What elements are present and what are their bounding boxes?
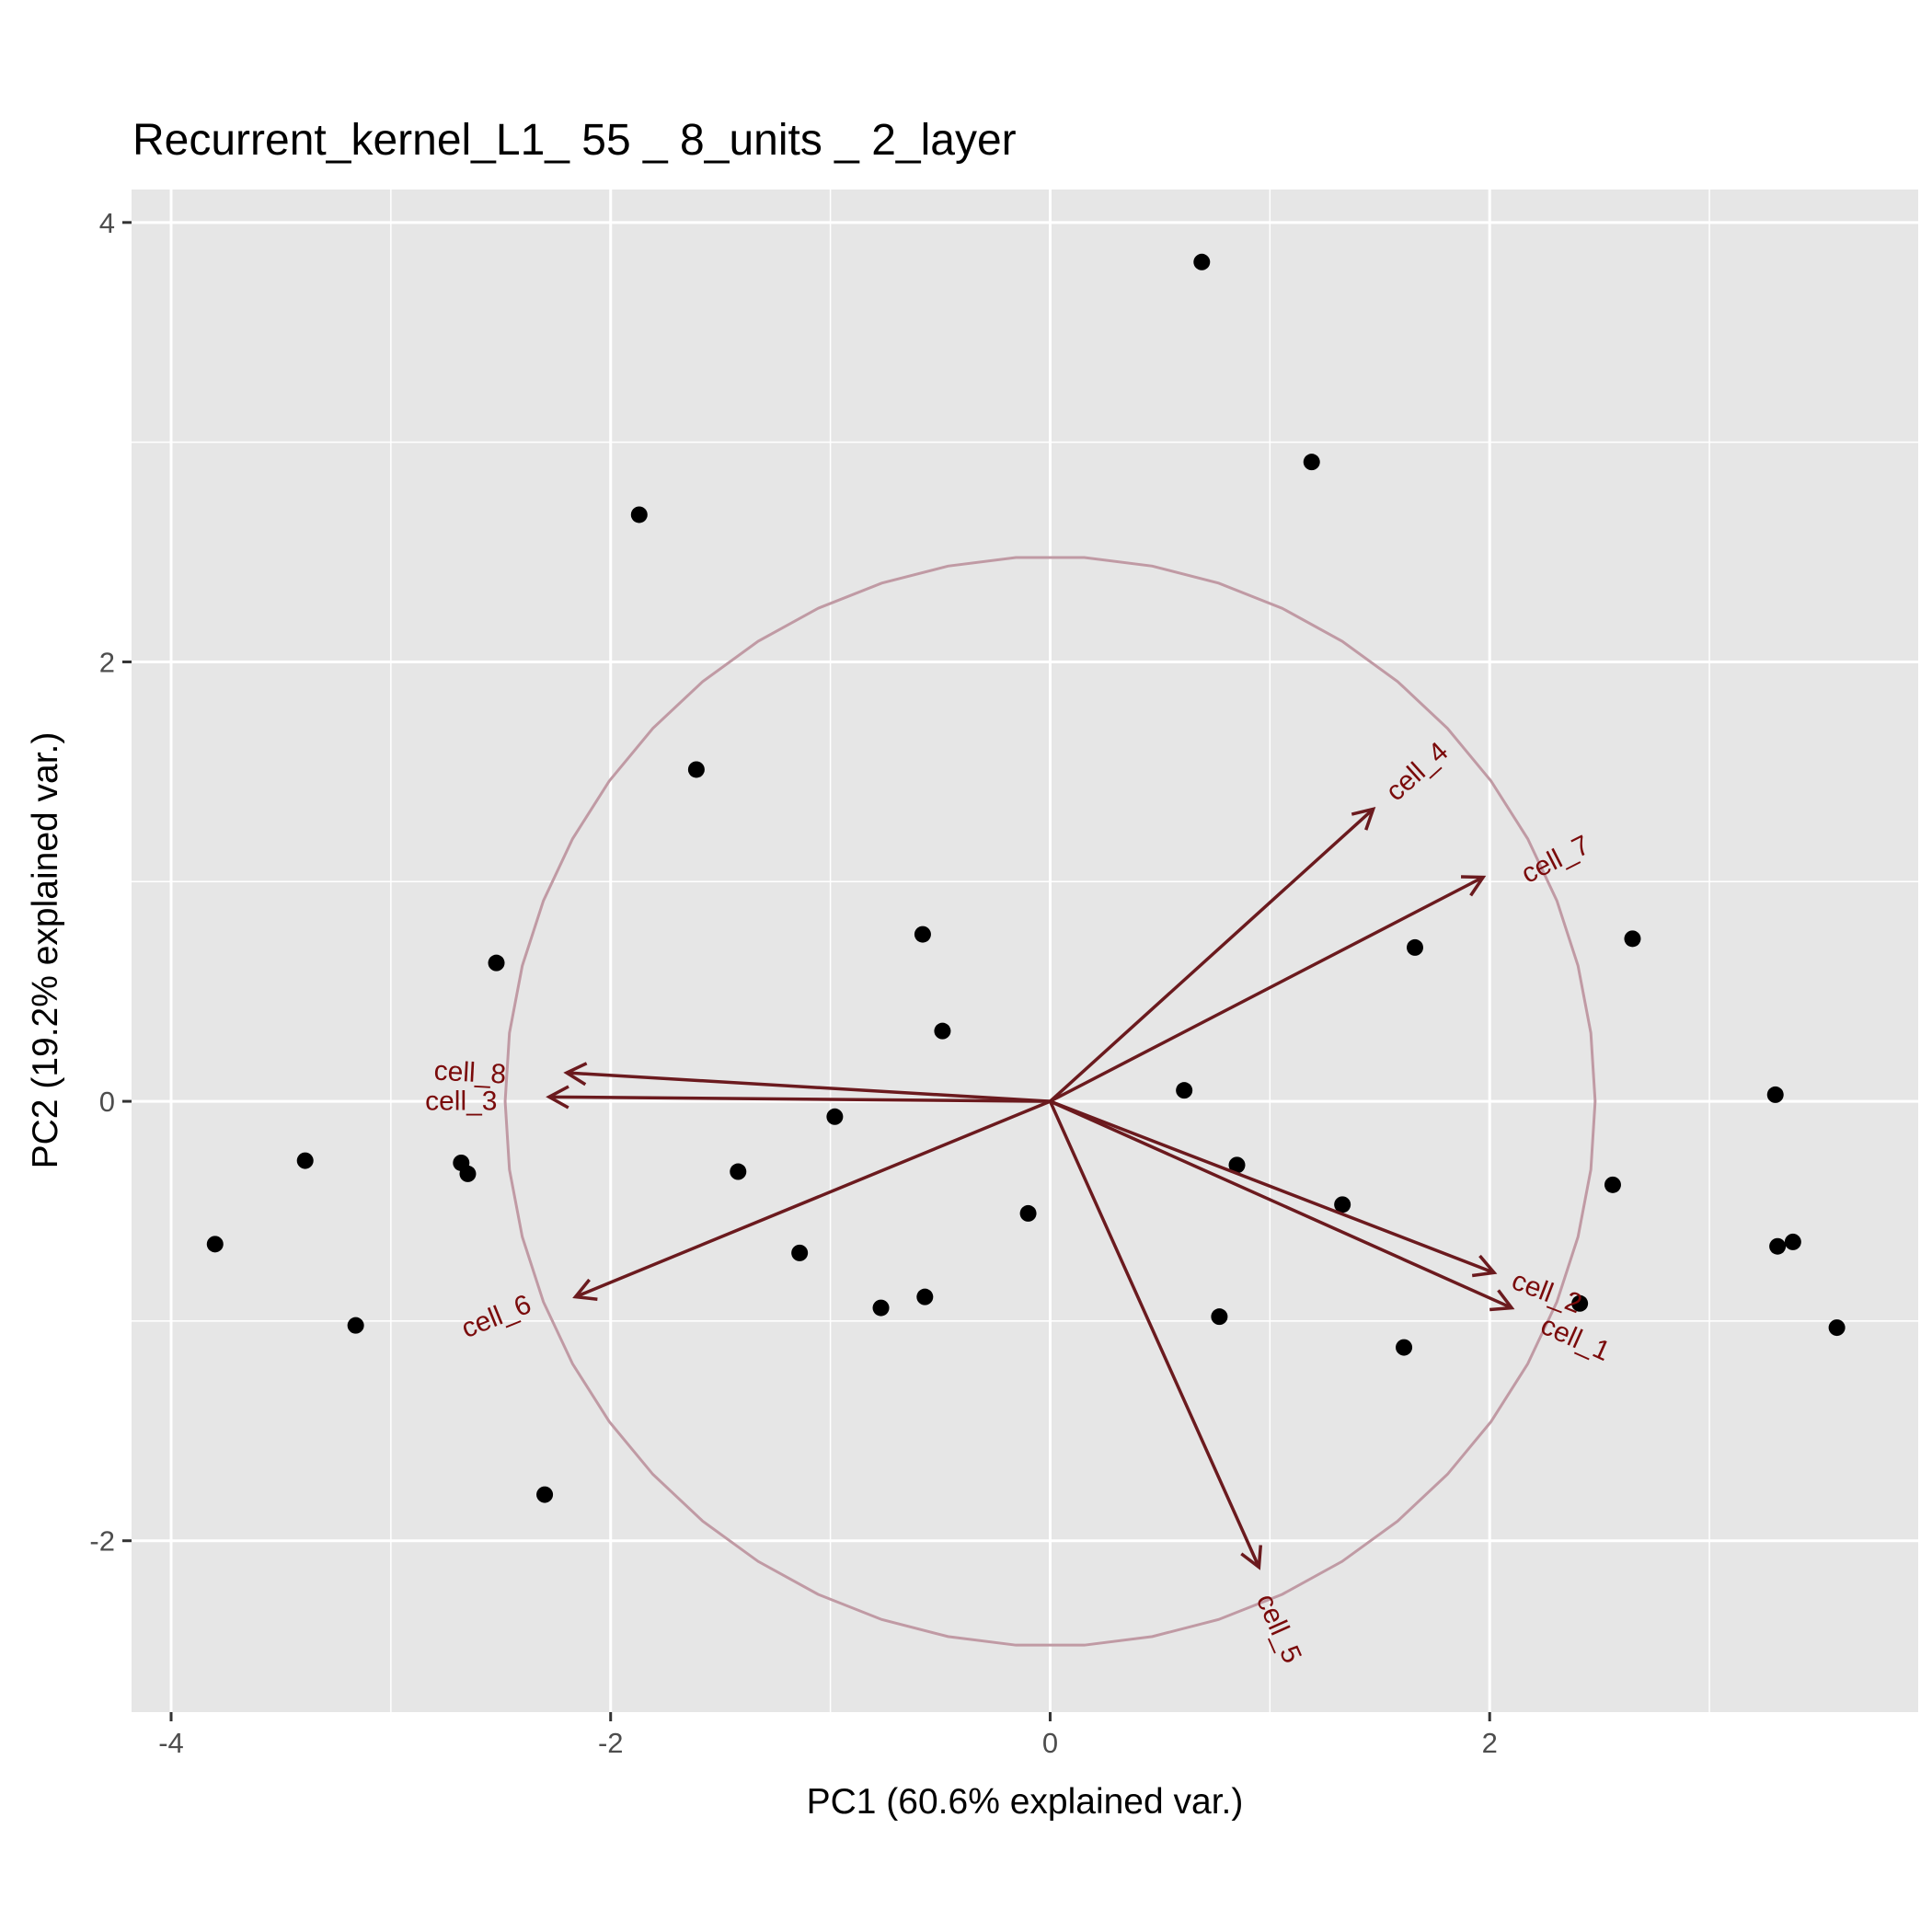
y-tick-label: 0 xyxy=(99,1086,115,1118)
data-point xyxy=(1769,1237,1787,1255)
data-point xyxy=(488,954,505,972)
data-point xyxy=(934,1022,951,1040)
data-point xyxy=(687,761,705,778)
chart-title: Recurrent_kernel_L1_ 55 _ 8_units _ 2_la… xyxy=(132,116,1017,165)
data-point xyxy=(630,506,648,523)
x-tick-label: 2 xyxy=(1482,1727,1498,1759)
points-layer xyxy=(206,253,1846,1503)
arrows-layer xyxy=(546,807,1515,1570)
arrow-cell-5 xyxy=(1048,1100,1263,1570)
x-tick-label: -4 xyxy=(158,1727,184,1759)
y-axis-label: PC2 (19.2% explained var.) xyxy=(26,732,65,1169)
data-point xyxy=(914,926,931,943)
arrow-cell-3 xyxy=(546,1085,1051,1110)
data-point xyxy=(1211,1308,1228,1326)
data-point xyxy=(536,1486,554,1503)
data-point xyxy=(1604,1176,1621,1193)
data-point xyxy=(206,1236,224,1253)
data-point xyxy=(1406,938,1423,956)
arrow-cell-1 xyxy=(1049,1099,1515,1312)
data-point xyxy=(1571,1294,1589,1312)
variable-label-cell-8: cell_8 xyxy=(433,1056,507,1090)
correlation-circle xyxy=(503,556,1597,1647)
arrow-cell-8 xyxy=(563,1062,1051,1103)
x-axis-label: PC1 (60.6% explained var.) xyxy=(807,1782,1244,1822)
data-point xyxy=(730,1163,747,1180)
data-point xyxy=(1228,1156,1246,1174)
x-tick-label: -2 xyxy=(598,1727,624,1759)
data-point xyxy=(1624,930,1641,948)
data-point xyxy=(459,1165,477,1182)
y-tick-label: 2 xyxy=(99,646,115,678)
y-axis-ticks: -2 0 2 4 xyxy=(89,207,132,1558)
data-point xyxy=(1019,1204,1037,1222)
data-point xyxy=(296,1152,314,1169)
arrow-cell-2 xyxy=(1049,1099,1498,1278)
data-point xyxy=(826,1108,844,1125)
arrow-cell-6 xyxy=(572,1099,1052,1301)
data-point xyxy=(1176,1082,1193,1099)
data-point xyxy=(1784,1233,1801,1250)
y-tick-label: 4 xyxy=(99,207,115,239)
grid-minor xyxy=(132,190,1918,1712)
arrow-cell-7 xyxy=(1049,875,1487,1103)
arrow-cell-4 xyxy=(1049,807,1376,1103)
data-point xyxy=(1396,1339,1413,1356)
data-point xyxy=(916,1288,934,1305)
y-tick-label: -2 xyxy=(89,1525,115,1558)
plot-panel xyxy=(132,190,1918,1712)
x-axis-ticks: -4 -2 0 2 xyxy=(158,1712,1498,1759)
data-point xyxy=(872,1299,890,1317)
data-point xyxy=(347,1317,364,1334)
data-point xyxy=(1766,1086,1784,1103)
data-point xyxy=(1828,1319,1846,1337)
data-point xyxy=(791,1244,809,1261)
data-point xyxy=(1303,454,1320,471)
data-point xyxy=(1193,253,1211,270)
variable-label-cell-3: cell_3 xyxy=(425,1087,497,1117)
data-point xyxy=(1334,1196,1351,1213)
x-tick-label: 0 xyxy=(1042,1727,1058,1759)
